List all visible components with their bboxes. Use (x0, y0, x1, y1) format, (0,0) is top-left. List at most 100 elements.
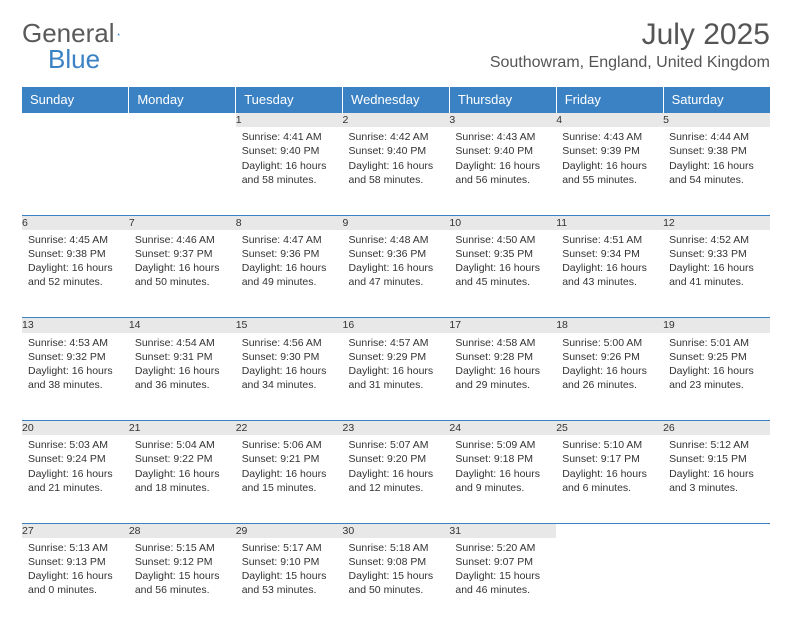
daynum-row: 12345 (22, 113, 770, 128)
sunset-line: Sunset: 9:29 PM (349, 350, 444, 364)
week-row: Sunrise: 4:53 AMSunset: 9:32 PMDaylight:… (22, 333, 770, 421)
sunset-line: Sunset: 9:38 PM (28, 247, 123, 261)
day-header: Thursday (449, 87, 556, 113)
day-cell-body: Sunrise: 5:06 AMSunset: 9:21 PMDaylight:… (236, 435, 343, 501)
daylight-line: Daylight: 16 hours and 45 minutes. (455, 261, 550, 289)
week-row: Sunrise: 5:03 AMSunset: 9:24 PMDaylight:… (22, 435, 770, 523)
day-number: 21 (129, 421, 236, 436)
day-cell: Sunrise: 5:01 AMSunset: 9:25 PMDaylight:… (663, 333, 770, 421)
sunset-line: Sunset: 9:34 PM (562, 247, 657, 261)
daylight-line: Daylight: 16 hours and 3 minutes. (669, 467, 764, 495)
day-cell: Sunrise: 5:04 AMSunset: 9:22 PMDaylight:… (129, 435, 236, 523)
sunset-line: Sunset: 9:32 PM (28, 350, 123, 364)
day-number: 19 (663, 318, 770, 333)
day-cell-body: Sunrise: 5:20 AMSunset: 9:07 PMDaylight:… (449, 538, 556, 604)
daylight-line: Daylight: 16 hours and 56 minutes. (455, 159, 550, 187)
day-cell: Sunrise: 4:46 AMSunset: 9:37 PMDaylight:… (129, 230, 236, 318)
day-number: 10 (449, 215, 556, 230)
daylight-line: Daylight: 16 hours and 58 minutes. (349, 159, 444, 187)
daynum-row: 13141516171819 (22, 318, 770, 333)
day-cell-body: Sunrise: 4:41 AMSunset: 9:40 PMDaylight:… (236, 127, 343, 193)
sunrise-line: Sunrise: 5:00 AM (562, 336, 657, 350)
day-cell (556, 538, 663, 626)
day-cell-body: Sunrise: 4:52 AMSunset: 9:33 PMDaylight:… (663, 230, 770, 296)
day-number: 5 (663, 113, 770, 128)
sunset-line: Sunset: 9:20 PM (349, 452, 444, 466)
day-header: Friday (556, 87, 663, 113)
sunset-line: Sunset: 9:36 PM (242, 247, 337, 261)
day-cell: Sunrise: 4:52 AMSunset: 9:33 PMDaylight:… (663, 230, 770, 318)
daylight-line: Daylight: 16 hours and 6 minutes. (562, 467, 657, 495)
daylight-line: Daylight: 16 hours and 38 minutes. (28, 364, 123, 392)
daylight-line: Daylight: 16 hours and 43 minutes. (562, 261, 657, 289)
sunrise-line: Sunrise: 4:57 AM (349, 336, 444, 350)
daylight-line: Daylight: 15 hours and 53 minutes. (242, 569, 337, 597)
sunset-line: Sunset: 9:40 PM (455, 144, 550, 158)
daylight-line: Daylight: 16 hours and 54 minutes. (669, 159, 764, 187)
empty-day-number (22, 113, 129, 128)
empty-day-number (556, 523, 663, 538)
sunrise-line: Sunrise: 4:48 AM (349, 233, 444, 247)
day-cell: Sunrise: 4:44 AMSunset: 9:38 PMDaylight:… (663, 127, 770, 215)
day-cell: Sunrise: 4:47 AMSunset: 9:36 PMDaylight:… (236, 230, 343, 318)
day-cell-body: Sunrise: 4:51 AMSunset: 9:34 PMDaylight:… (556, 230, 663, 296)
sunrise-line: Sunrise: 4:56 AM (242, 336, 337, 350)
day-cell (22, 127, 129, 215)
day-cell-body: Sunrise: 5:03 AMSunset: 9:24 PMDaylight:… (22, 435, 129, 501)
day-number: 27 (22, 523, 129, 538)
day-cell-body: Sunrise: 5:12 AMSunset: 9:15 PMDaylight:… (663, 435, 770, 501)
day-cell-body: Sunrise: 4:42 AMSunset: 9:40 PMDaylight:… (343, 127, 450, 193)
day-cell: Sunrise: 4:43 AMSunset: 9:40 PMDaylight:… (449, 127, 556, 215)
sunrise-line: Sunrise: 5:01 AM (669, 336, 764, 350)
sunset-line: Sunset: 9:10 PM (242, 555, 337, 569)
sunset-line: Sunset: 9:30 PM (242, 350, 337, 364)
day-cell-body: Sunrise: 5:13 AMSunset: 9:13 PMDaylight:… (22, 538, 129, 604)
sunset-line: Sunset: 9:15 PM (669, 452, 764, 466)
day-number: 30 (343, 523, 450, 538)
sunset-line: Sunset: 9:33 PM (669, 247, 764, 261)
daylight-line: Daylight: 16 hours and 21 minutes. (28, 467, 123, 495)
sunrise-line: Sunrise: 4:41 AM (242, 130, 337, 144)
daynum-row: 20212223242526 (22, 421, 770, 436)
daylight-line: Daylight: 16 hours and 49 minutes. (242, 261, 337, 289)
day-cell: Sunrise: 4:51 AMSunset: 9:34 PMDaylight:… (556, 230, 663, 318)
sunset-line: Sunset: 9:26 PM (562, 350, 657, 364)
daylight-line: Daylight: 15 hours and 56 minutes. (135, 569, 230, 597)
daylight-line: Daylight: 16 hours and 29 minutes. (455, 364, 550, 392)
day-header: Tuesday (236, 87, 343, 113)
day-cell: Sunrise: 5:17 AMSunset: 9:10 PMDaylight:… (236, 538, 343, 626)
day-number: 23 (343, 421, 450, 436)
day-number: 11 (556, 215, 663, 230)
sunset-line: Sunset: 9:22 PM (135, 452, 230, 466)
day-cell: Sunrise: 5:09 AMSunset: 9:18 PMDaylight:… (449, 435, 556, 523)
day-cell: Sunrise: 4:56 AMSunset: 9:30 PMDaylight:… (236, 333, 343, 421)
sunrise-line: Sunrise: 5:12 AM (669, 438, 764, 452)
daylight-line: Daylight: 16 hours and 26 minutes. (562, 364, 657, 392)
day-cell-body: Sunrise: 4:43 AMSunset: 9:40 PMDaylight:… (449, 127, 556, 193)
day-number: 12 (663, 215, 770, 230)
sunset-line: Sunset: 9:37 PM (135, 247, 230, 261)
day-number: 16 (343, 318, 450, 333)
daylight-line: Daylight: 16 hours and 15 minutes. (242, 467, 337, 495)
empty-day-number (129, 113, 236, 128)
day-cell-body: Sunrise: 4:44 AMSunset: 9:38 PMDaylight:… (663, 127, 770, 193)
logo-blue-text: Blue (48, 44, 100, 75)
daylight-line: Daylight: 16 hours and 41 minutes. (669, 261, 764, 289)
sunset-line: Sunset: 9:28 PM (455, 350, 550, 364)
month-title: July 2025 (490, 18, 770, 52)
day-number: 6 (22, 215, 129, 230)
day-cell: Sunrise: 4:50 AMSunset: 9:35 PMDaylight:… (449, 230, 556, 318)
sunrise-line: Sunrise: 4:52 AM (669, 233, 764, 247)
day-header: Sunday (22, 87, 129, 113)
daylight-line: Daylight: 16 hours and 12 minutes. (349, 467, 444, 495)
empty-day-number (663, 523, 770, 538)
sunset-line: Sunset: 9:38 PM (669, 144, 764, 158)
sunset-line: Sunset: 9:08 PM (349, 555, 444, 569)
week-row: Sunrise: 4:45 AMSunset: 9:38 PMDaylight:… (22, 230, 770, 318)
day-cell: Sunrise: 5:15 AMSunset: 9:12 PMDaylight:… (129, 538, 236, 626)
day-number: 24 (449, 421, 556, 436)
sunset-line: Sunset: 9:36 PM (349, 247, 444, 261)
logo-text-2: Blue (48, 44, 100, 75)
day-cell-body: Sunrise: 4:50 AMSunset: 9:35 PMDaylight:… (449, 230, 556, 296)
sunrise-line: Sunrise: 5:06 AM (242, 438, 337, 452)
